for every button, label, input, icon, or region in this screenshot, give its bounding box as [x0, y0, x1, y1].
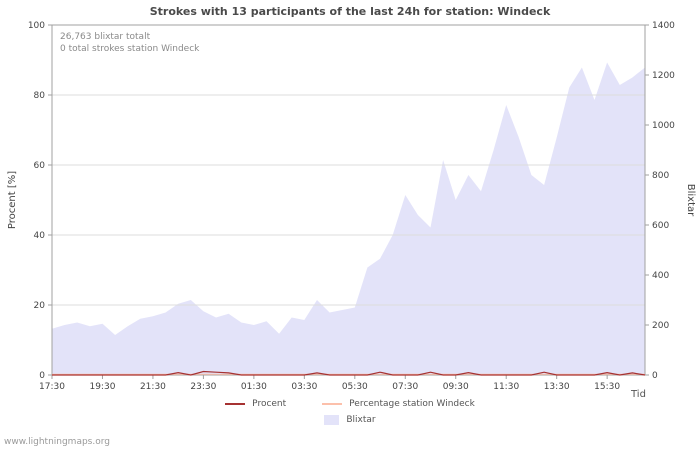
svg-text:23:30: 23:30 — [190, 382, 216, 392]
legend-item-station: Percentage station Windeck — [322, 399, 475, 409]
svg-text:05:30: 05:30 — [342, 382, 368, 392]
svg-text:20: 20 — [34, 301, 46, 311]
svg-text:Blixtar: Blixtar — [685, 184, 696, 217]
svg-text:11:30: 11:30 — [493, 382, 519, 392]
x-axis-label: Tid — [631, 389, 646, 400]
watermark: www.lightningmaps.org — [4, 437, 110, 447]
legend-row-area: Blixtar — [306, 415, 393, 425]
svg-text:09:30: 09:30 — [443, 382, 469, 392]
svg-text:07:30: 07:30 — [392, 382, 418, 392]
svg-text:1400: 1400 — [652, 21, 675, 31]
svg-text:17:30: 17:30 — [39, 382, 65, 392]
svg-text:13:30: 13:30 — [544, 382, 570, 392]
svg-text:200: 200 — [652, 321, 669, 331]
svg-text:1200: 1200 — [652, 71, 675, 81]
legend-swatch-blixtar — [324, 415, 340, 425]
svg-text:03:30: 03:30 — [291, 382, 317, 392]
legend-row-lines: Procent Percentage station Windeck — [207, 399, 493, 409]
svg-text:60: 60 — [34, 161, 46, 171]
svg-text:800: 800 — [652, 171, 669, 181]
legend-item-procent: Procent — [225, 399, 286, 409]
legend-label-procent: Procent — [252, 399, 287, 409]
svg-text:80: 80 — [34, 91, 46, 101]
svg-text:Procent [%]: Procent [%] — [7, 171, 18, 229]
svg-text:1000: 1000 — [652, 121, 675, 131]
legend-label-station: Percentage station Windeck — [349, 399, 475, 409]
annotation-total-station: 0 total strokes station Windeck — [60, 44, 200, 54]
svg-text:100: 100 — [28, 21, 45, 31]
svg-text:0: 0 — [652, 371, 658, 381]
svg-text:600: 600 — [652, 221, 669, 231]
svg-text:15:30: 15:30 — [594, 382, 620, 392]
svg-text:0: 0 — [39, 371, 45, 381]
legend-label-blixtar: Blixtar — [346, 415, 376, 425]
svg-text:400: 400 — [652, 271, 669, 281]
svg-text:19:30: 19:30 — [89, 382, 115, 392]
annotation-total-blixtar: 26,763 blixtar totalt — [60, 32, 151, 42]
chart-annotations: 26,763 blixtar totalt 0 total strokes st… — [60, 31, 199, 55]
chart-title: Strokes with 13 participants of the last… — [149, 5, 551, 18]
svg-text:21:30: 21:30 — [140, 382, 166, 392]
legend-item-blixtar: Blixtar — [324, 415, 376, 425]
legend-swatch-procent — [225, 403, 246, 405]
legend-swatch-station — [322, 403, 343, 405]
svg-text:40: 40 — [34, 231, 46, 241]
legend: Procent Percentage station Windeck Blixt… — [0, 399, 700, 425]
svg-text:01:30: 01:30 — [241, 382, 267, 392]
